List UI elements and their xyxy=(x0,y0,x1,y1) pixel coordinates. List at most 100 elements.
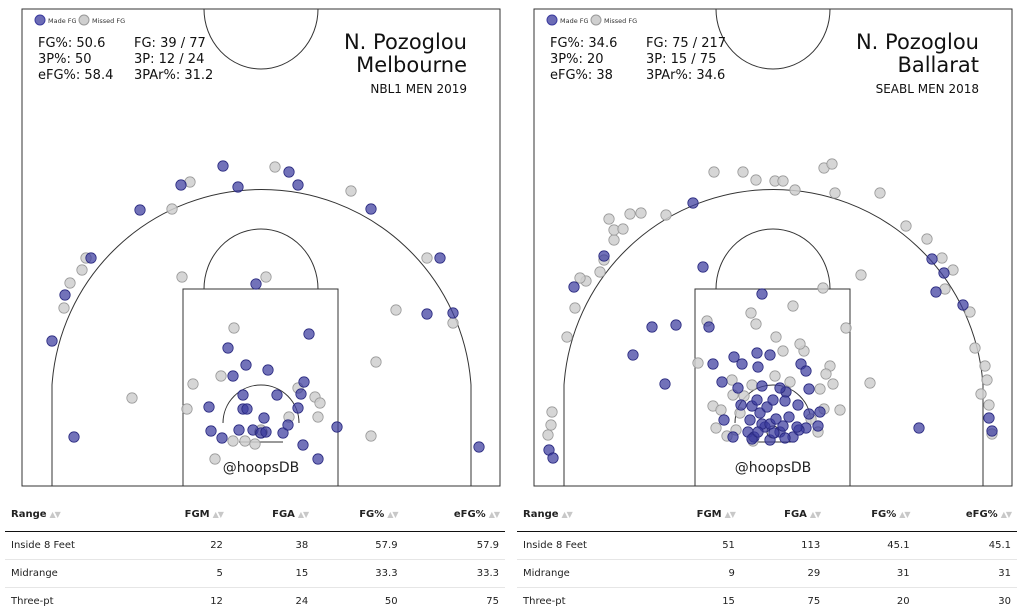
cell-efg-pct: 45.1 xyxy=(916,532,1017,560)
col-header-fga[interactable]: FGA▲▼ xyxy=(229,497,314,532)
missed-shot-point xyxy=(546,420,556,430)
made-shot-point xyxy=(69,432,79,442)
legend-missed-label: Missed FG xyxy=(604,17,637,25)
col-header-fgm[interactable]: FGM▲▼ xyxy=(652,497,741,532)
stat-three: 3P: 15 / 75 xyxy=(646,52,716,67)
col-header-label: FG% xyxy=(871,509,896,520)
missed-shot-point xyxy=(818,283,828,293)
col-header-efg-pct[interactable]: eFG%▲▼ xyxy=(916,497,1017,532)
cell-efg-pct: 33.3 xyxy=(404,560,505,588)
made-shot-point xyxy=(293,403,303,413)
made-shot-point xyxy=(206,426,216,436)
missed-shot-point xyxy=(210,454,220,464)
missed-shot-point xyxy=(795,339,805,349)
missed-shot-point xyxy=(984,400,994,410)
sort-icon: ▲▼ xyxy=(50,510,60,519)
sort-icon: ▲▼ xyxy=(1001,510,1011,519)
missed-shot-point xyxy=(570,303,580,313)
stat-three: 3P: 12 / 24 xyxy=(134,52,204,67)
missed-shot-point xyxy=(625,209,635,219)
missed-shot-point xyxy=(188,379,198,389)
stat-fg-pct: FG%: 50.6 xyxy=(38,36,105,51)
made-shot-point xyxy=(176,180,186,190)
sort-icon: ▲▼ xyxy=(899,510,909,519)
col-header-range[interactable]: Range▲▼ xyxy=(517,497,652,532)
missed-shot-point xyxy=(346,186,356,196)
missed-shot-point xyxy=(788,301,798,311)
made-shot-point xyxy=(298,440,308,450)
missed-shot-point xyxy=(778,346,788,356)
col-header-fgm[interactable]: FGM▲▼ xyxy=(140,497,229,532)
missed-shot-point xyxy=(827,159,837,169)
made-shot-point xyxy=(422,309,432,319)
made-shot-point xyxy=(768,395,778,405)
panel-melbourne-2019: Made FG Missed FG FG%: 50.6 3P%: 50 eFG%… xyxy=(0,0,510,613)
cell-range: Midrange xyxy=(5,560,140,588)
cell-fgm: 5 xyxy=(140,560,229,588)
made-shot-point xyxy=(238,390,248,400)
made-shot-point xyxy=(780,396,790,406)
col-header-fg-pct[interactable]: FG%▲▼ xyxy=(314,497,403,532)
made-shot-point xyxy=(804,409,814,419)
missed-shot-point xyxy=(751,319,761,329)
col-header-range[interactable]: Range▲▼ xyxy=(5,497,140,532)
col-header-label: FGA xyxy=(272,509,295,520)
made-shot-point xyxy=(296,389,306,399)
missed-shot-point xyxy=(661,210,671,220)
table-row: Midrange 9 29 31 31 xyxy=(517,560,1017,588)
made-shot-point xyxy=(698,262,708,272)
col-header-fga[interactable]: FGA▲▼ xyxy=(741,497,826,532)
team-name: Ballarat xyxy=(897,53,979,77)
missed-shot-point xyxy=(815,384,825,394)
col-header-fg-pct[interactable]: FG%▲▼ xyxy=(826,497,915,532)
made-shot-point xyxy=(914,423,924,433)
made-shot-point xyxy=(717,377,727,387)
cell-range: Midrange xyxy=(517,560,652,588)
missed-shot-point xyxy=(636,208,646,218)
made-shot-point xyxy=(233,182,243,192)
col-header-label: FGM xyxy=(185,509,210,520)
legend-missed-label: Missed FG xyxy=(92,17,125,25)
made-shot-point xyxy=(242,404,252,414)
missed-shot-point xyxy=(366,431,376,441)
missed-shot-point xyxy=(980,361,990,371)
center-circle-arc xyxy=(204,9,318,69)
cell-fg-pct: 45.1 xyxy=(826,532,915,560)
made-shot-point xyxy=(251,279,261,289)
col-header-label: Range xyxy=(11,509,47,520)
sort-icon: ▲▼ xyxy=(725,510,735,519)
missed-shot-point xyxy=(182,404,192,414)
made-shot-point xyxy=(688,198,698,208)
made-shot-point xyxy=(217,433,227,443)
col-header-efg-pct[interactable]: eFG%▲▼ xyxy=(404,497,505,532)
missed-shot-point xyxy=(313,412,323,422)
stat-fg: FG: 39 / 77 xyxy=(134,36,206,51)
sort-icon: ▲▼ xyxy=(298,510,308,519)
cell-range: Inside 8 Feet xyxy=(517,532,652,560)
col-header-label: FGA xyxy=(784,509,807,520)
made-shot-point xyxy=(234,425,244,435)
missed-shot-point xyxy=(604,214,614,224)
missed-shot-point xyxy=(595,267,605,277)
missed-shot-point xyxy=(751,175,761,185)
cell-range: Three-pt xyxy=(5,588,140,615)
missed-shot-point xyxy=(746,308,756,318)
free-throw-arc xyxy=(716,229,830,289)
made-shot-point xyxy=(548,453,558,463)
table-header-row: Range▲▼ FGM▲▼ FGA▲▼ FG%▲▼ eFG%▲▼ xyxy=(517,497,1017,532)
stats-block: FG%: 34.6 3P%: 20 eFG%: 38 FG: 75 / 217 … xyxy=(550,36,726,83)
legend-missed-marker xyxy=(79,15,89,25)
missed-shot-point xyxy=(609,235,619,245)
table-row: Inside 8 Feet 22 38 57.9 57.9 xyxy=(5,532,505,560)
cell-fga: 29 xyxy=(741,560,826,588)
cell-fg-pct: 31 xyxy=(826,560,915,588)
league-label: SEABL MEN 2018 xyxy=(876,82,979,96)
made-shot-point xyxy=(927,254,937,264)
missed-shot-point xyxy=(771,332,781,342)
legend-made-marker xyxy=(35,15,45,25)
cell-fgm: 15 xyxy=(652,588,741,615)
watermark: @hoopsDB xyxy=(223,460,300,476)
made-shot-point xyxy=(223,343,233,353)
missed-shot-point xyxy=(240,436,250,446)
missed-shot-point xyxy=(422,253,432,263)
